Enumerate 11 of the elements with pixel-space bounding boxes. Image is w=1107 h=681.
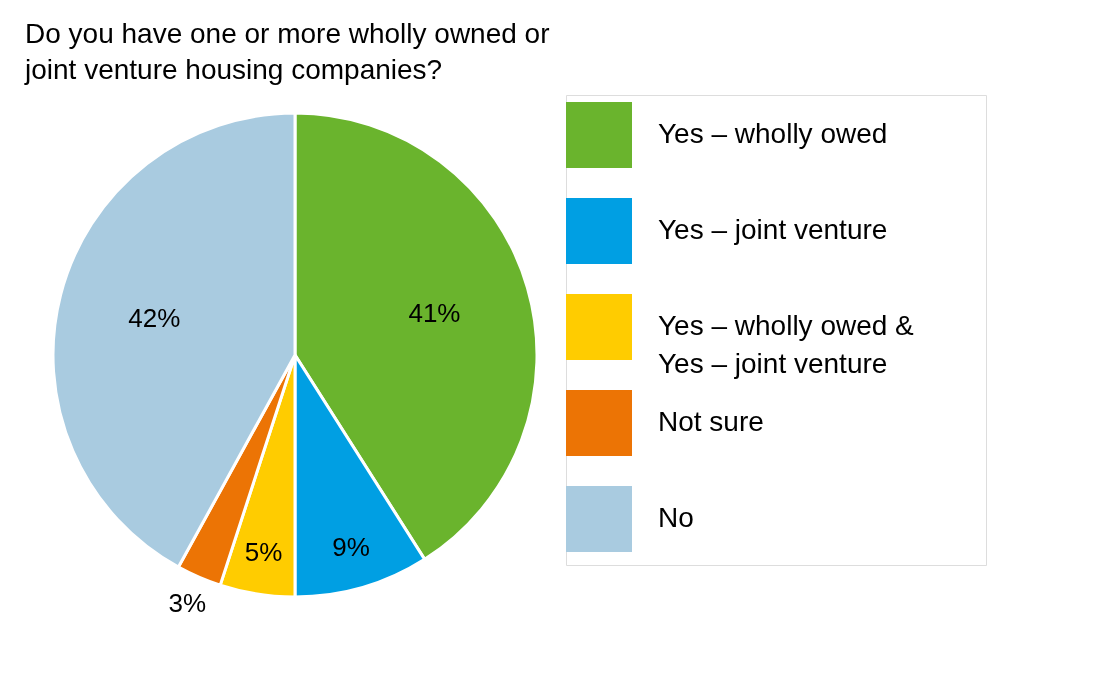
legend-label: Yes – wholly owed xyxy=(658,118,888,149)
chart-title: Do you have one or more wholly owned or joint venture housing companies? xyxy=(24,17,550,85)
legend-label: Yes – wholly owed & Yes – joint venture xyxy=(658,310,915,379)
data-label: 42% xyxy=(128,302,181,333)
legend-label: No xyxy=(658,502,694,533)
data-label: 41% xyxy=(408,298,461,329)
legend-label: Not sure xyxy=(658,406,764,437)
data-label: 3% xyxy=(168,587,207,618)
legend-label: Yes – joint venture xyxy=(658,214,888,245)
data-label: 9% xyxy=(332,531,370,562)
data-label: 5% xyxy=(244,537,283,568)
